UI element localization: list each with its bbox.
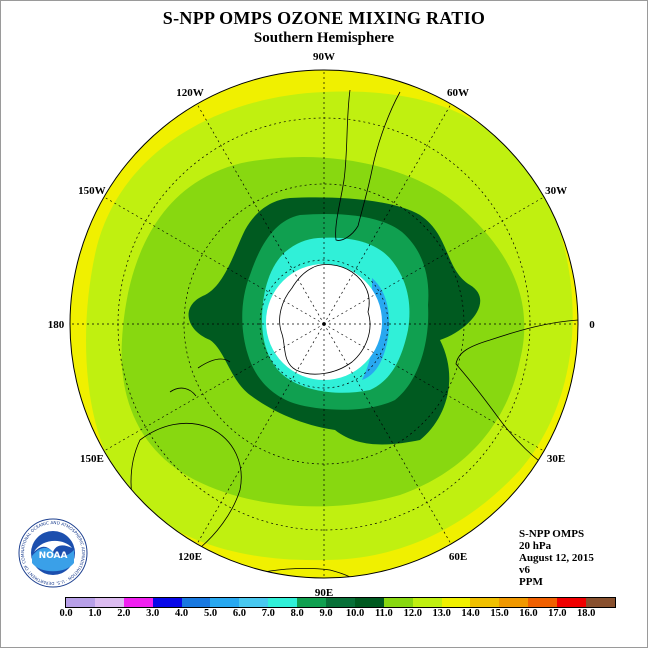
colorbar-swatch xyxy=(528,598,558,607)
map-title: S-NPP OMPS OZONE MIXING RATIO xyxy=(162,8,486,28)
colorbar-tick-label: 12.0 xyxy=(403,608,422,619)
colorbar-tick-label: 7.0 xyxy=(261,608,275,619)
colorbar-swatch xyxy=(66,598,95,607)
colorbar-tick-label: 17.0 xyxy=(548,608,567,619)
colorbar-swatch xyxy=(94,598,124,607)
longitude-label: 90E xyxy=(315,587,333,599)
colorbar-tick-label: 2.0 xyxy=(117,608,131,619)
longitude-label: 180 xyxy=(48,319,65,331)
colorbar-swatch xyxy=(181,598,211,607)
colorbar-swatch xyxy=(326,598,355,607)
noaa-logo-text: NOAA xyxy=(39,551,68,561)
colorbar-labels: 0.0 1.0 2.0 3.0 4.0 5.0 6.0 7.0 8.0 9.0 10.0 11.0 12… xyxy=(0,608,648,622)
colorbar-swatch xyxy=(123,598,153,607)
africa-coast xyxy=(455,319,578,471)
meridian-line xyxy=(323,323,452,545)
colorbar-tick-label: 3.0 xyxy=(146,608,160,619)
colorbar-tick-label: 10.0 xyxy=(345,608,365,619)
meridian-line xyxy=(323,103,452,325)
longitude-label: 0 xyxy=(589,319,595,331)
colorbar-swatch xyxy=(412,598,442,607)
longitude-label: 120E xyxy=(178,551,202,563)
meridian-line xyxy=(323,196,545,325)
longitude-label: 60E xyxy=(449,551,467,563)
colorbar-swatch xyxy=(268,598,298,607)
longitude-labels: 90W 60W 30W 0 30E 60E 90E 120E 150E 180 150W 120W xyxy=(48,51,596,599)
meridian-lines xyxy=(70,70,578,578)
pressure-level: 20 hPa xyxy=(519,540,552,552)
colorbar-tick-label: 1.0 xyxy=(88,608,102,619)
colorbar-swatch xyxy=(210,598,240,607)
colorbar-swatch xyxy=(152,598,182,607)
instrument-label: S-NPP OMPS xyxy=(519,528,585,540)
units-label: PPM xyxy=(519,576,543,588)
colorbar-tick-label: 18.0 xyxy=(577,608,596,619)
colorbar-swatch xyxy=(354,598,384,607)
colorbar-swatch xyxy=(470,598,500,607)
colorbar-swatch xyxy=(297,598,327,607)
meridian-line xyxy=(103,323,325,452)
longitude-label: 30W xyxy=(545,185,567,197)
colorbar-swatch xyxy=(557,598,587,607)
colorbar-tick-label: 11.0 xyxy=(374,608,393,619)
product-info: S-NPP OMPS 20 hPa August 12, 2015 v6 PPM xyxy=(519,528,594,588)
colorbar-tick-label: 16.0 xyxy=(519,608,538,619)
colorbar-tick-label: 4.0 xyxy=(175,608,189,619)
meridian-line xyxy=(323,323,545,452)
longitude-label: 30E xyxy=(547,453,565,465)
noaa-logo: NOAA NATIONAL OCEANIC AND ATMOSPHERIC AD… xyxy=(18,518,88,588)
colorbar-tick-label: 8.0 xyxy=(290,608,304,619)
date-label: August 12, 2015 xyxy=(519,552,594,564)
map-subtitle: Southern Hemisphere xyxy=(253,30,395,46)
colorbar-swatch xyxy=(239,598,269,607)
meridian-line xyxy=(103,196,325,325)
colorbar-tick-label: 9.0 xyxy=(319,608,333,619)
south-america-coast xyxy=(335,89,401,241)
colorbar-tick-label: 14.0 xyxy=(461,608,480,619)
colorbar xyxy=(65,597,616,608)
new-zealand-coast xyxy=(169,358,231,397)
meridian-line xyxy=(196,103,325,325)
colorbar-tick-label: 15.0 xyxy=(490,608,509,619)
map-boundary xyxy=(69,69,579,579)
colorbar-swatch xyxy=(586,598,615,607)
south-pole-marker xyxy=(322,322,326,326)
colorbar-tick-label: 0.0 xyxy=(59,608,73,619)
colorbar-tick-label: 6.0 xyxy=(232,608,246,619)
longitude-label: 150W xyxy=(78,185,106,197)
antarctica-coast xyxy=(279,264,371,375)
longitude-label: 90W xyxy=(313,51,335,63)
longitude-label: 120W xyxy=(176,87,204,99)
colorbar-swatch xyxy=(441,598,471,607)
colorbar-tick-label: 5.0 xyxy=(203,608,218,619)
meridian-line xyxy=(196,323,325,545)
colorbar-swatch xyxy=(383,598,413,607)
colorbar-swatch xyxy=(499,598,529,607)
longitude-label: 150E xyxy=(80,453,104,465)
colorbar-tick-label: 13.0 xyxy=(432,608,451,619)
longitude-label: 60W xyxy=(447,87,469,99)
version-label: v6 xyxy=(519,564,530,576)
